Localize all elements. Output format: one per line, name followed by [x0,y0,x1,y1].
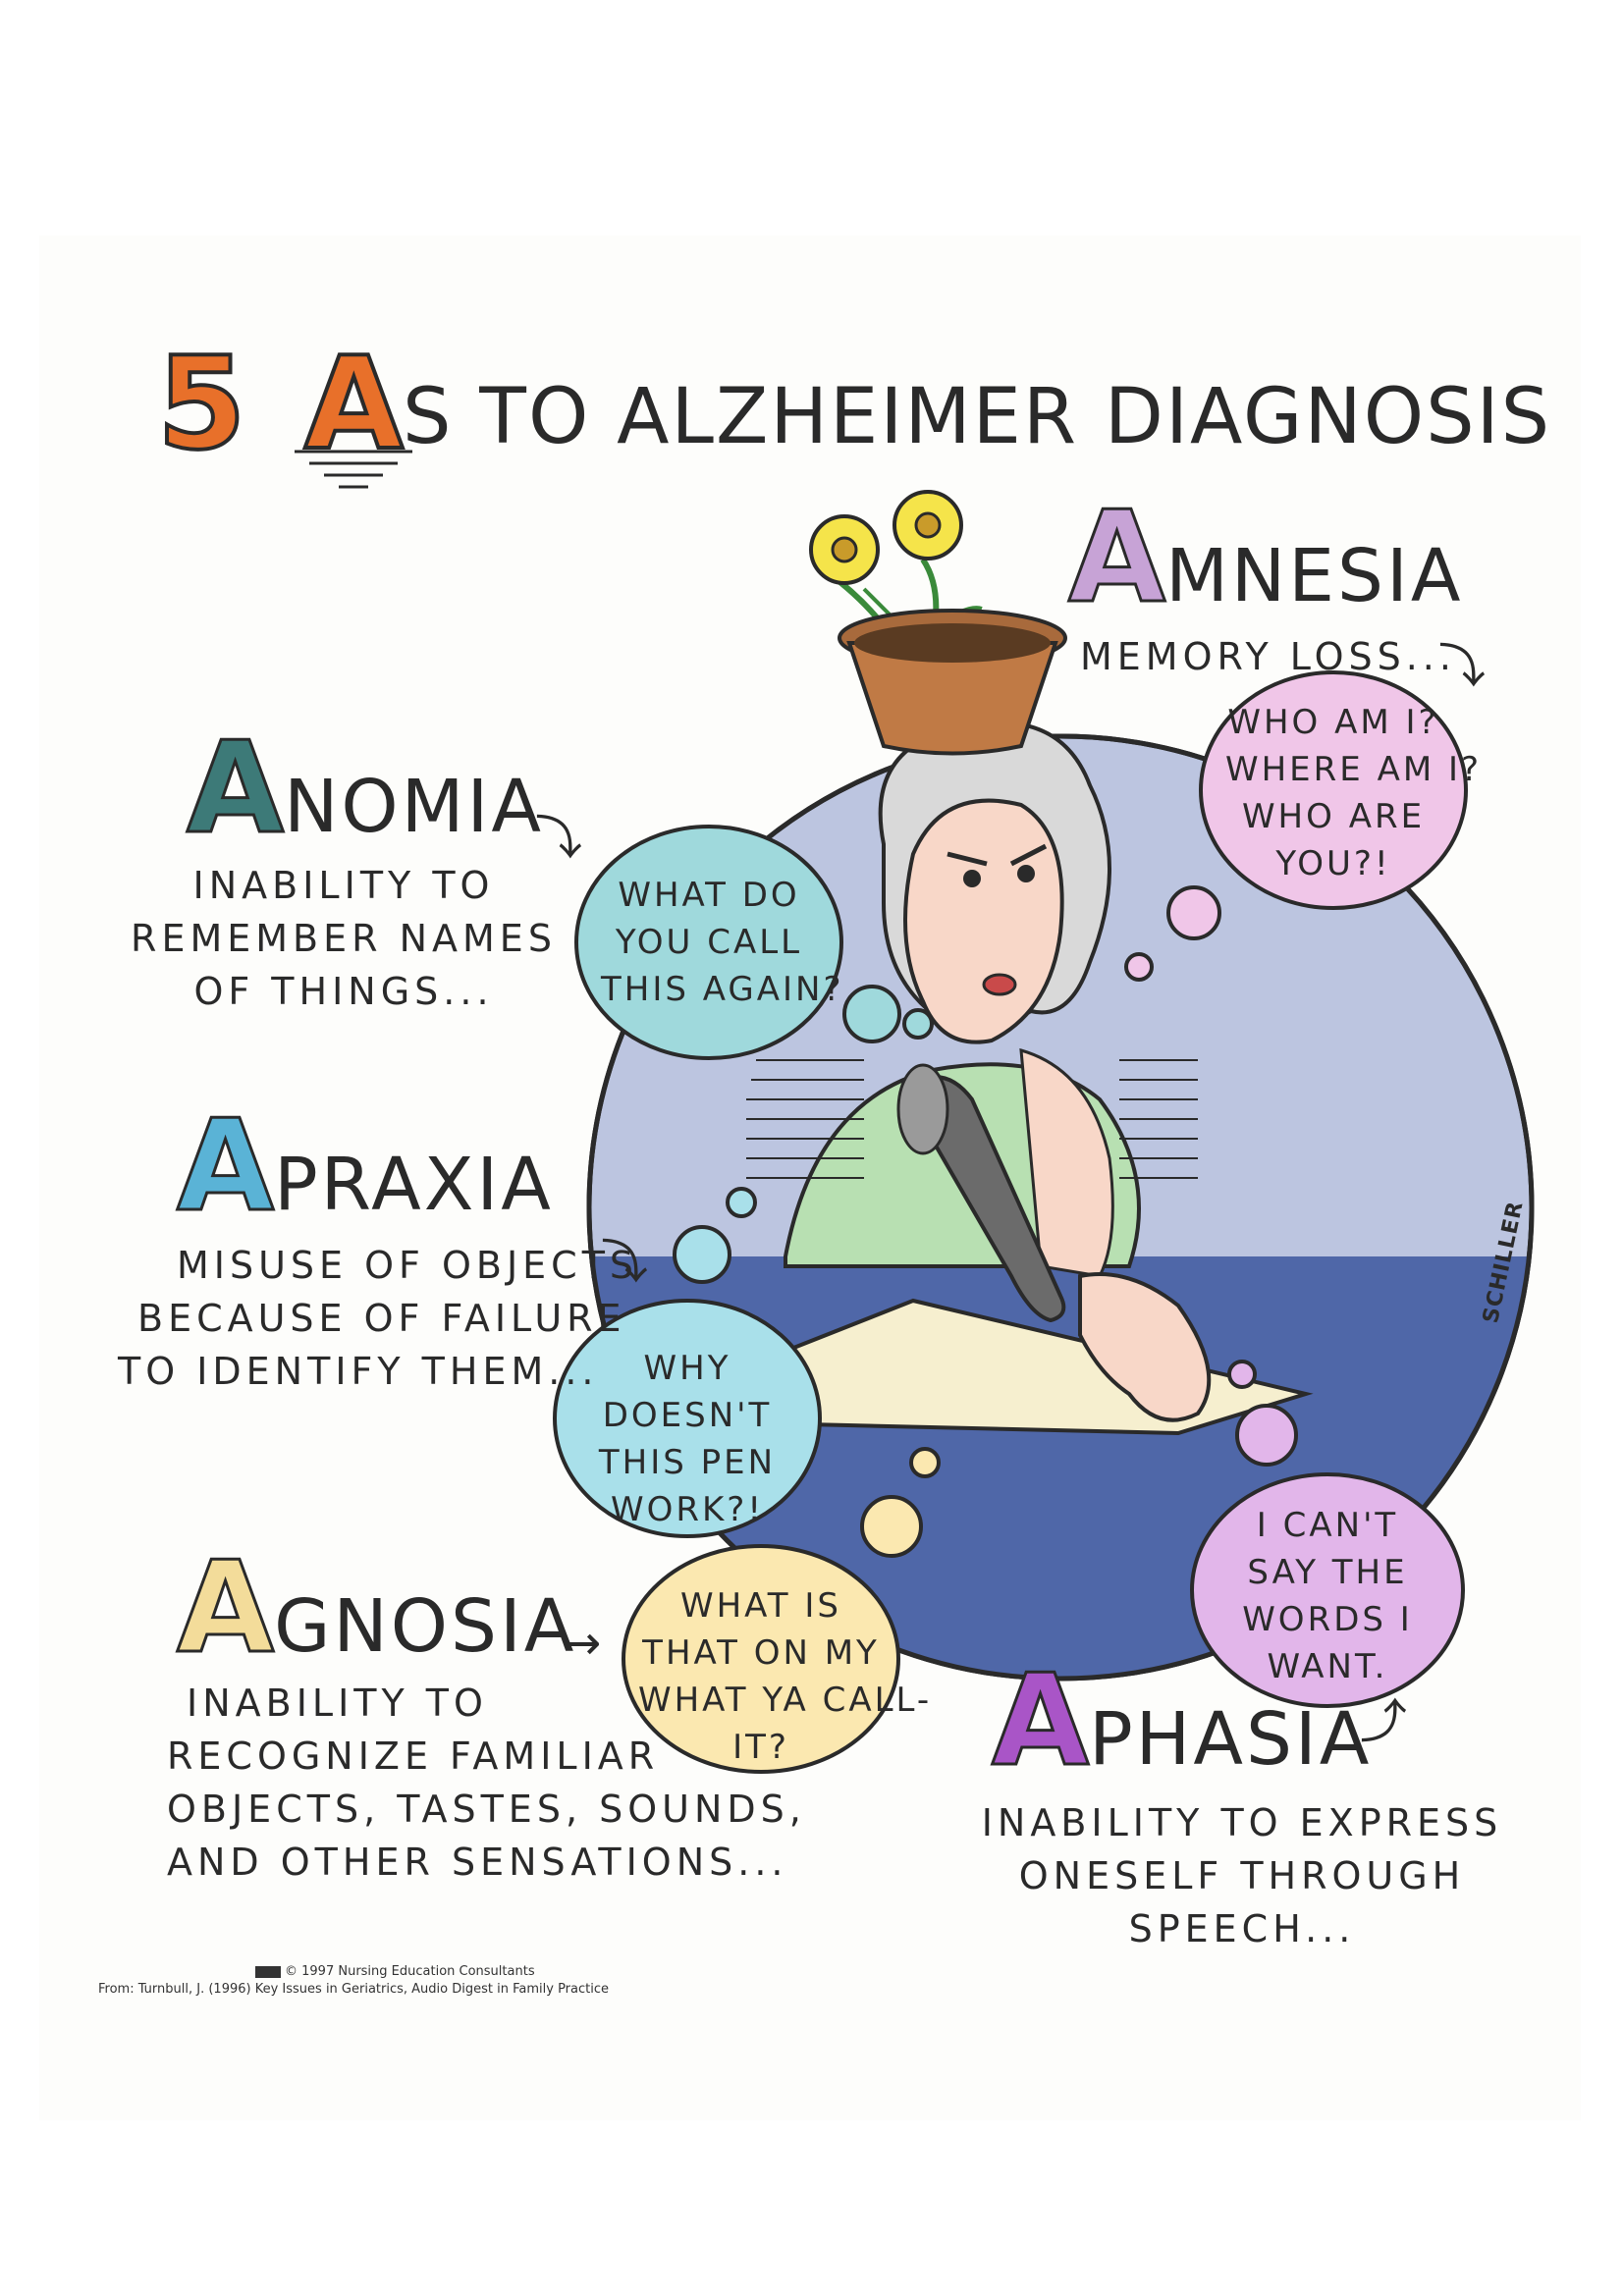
apraxia-cap: A [175,1094,275,1240]
anomia-cap: A [185,716,285,862]
bubble-line: THAT ON MY [642,1633,880,1673]
bubble-line: WHAT IS [680,1586,841,1626]
anomia-bubble-text: WHAT DO YOU CALL THIS AGAIN? [601,872,844,1013]
apraxia-description-line: TO IDENTIFY THEM... [118,1350,599,1393]
anomia-arrow-icon: ⤵ [535,811,583,866]
bubble-line: SAY THE [1247,1553,1408,1592]
aphasia-description: INABILITY TO EXPRESS ONESELF THROUGH SPE… [967,1796,1517,1955]
bubble-line: WANT. [1267,1647,1388,1686]
title-underline [295,450,412,489]
aphasia-description-line: SPEECH... [1128,1907,1356,1950]
bubble-line: WHO ARE [1241,797,1426,836]
agnosia-description-line: RECOGNIZE FAMILIAR [167,1735,660,1778]
anomia-description: INABILITY TO REMEMBER NAMES OF THINGS... [128,859,560,1018]
aphasia-description-line: INABILITY TO EXPRESS [981,1801,1503,1844]
amnesia-bubble [1199,670,1468,910]
bubble-line: DOESN'T [602,1396,773,1435]
title-big-letter: A [302,327,406,480]
anomia-description-line: REMEMBER NAMES [131,917,557,960]
aphasia-arrow-icon: ⤴ [1360,1694,1408,1749]
amnesia-description: MEMORY LOSS... [1080,630,1456,683]
agnosia-arrow-icon: → [562,1616,602,1671]
flower-pot [809,490,1067,756]
agnosia-bubble-text: WHAT IS THAT ON MY WHAT YA CALL- IT? [638,1582,933,1771]
bubble-line: IT? [732,1728,789,1767]
apraxia-description: MISUSE OF OBJECTS BECAUSE OF FAILURE TO … [118,1239,638,1398]
agnosia-description-line: OBJECTS, TASTES, SOUNDS, [167,1788,806,1831]
woman-figure [746,721,1212,1422]
agnosia-bubble [622,1544,900,1774]
anomia-description-line: OF THINGS... [193,970,494,1013]
anomia-description-line: INABILITY TO [192,864,495,907]
amnesia-word: MNESIA [1165,534,1464,618]
aphasia-description-line: ONESELF THROUGH [1018,1854,1466,1897]
bubble-line: WORK?! [611,1490,764,1529]
agnosia-description: INABILITY TO RECOGNIZE FAMILIAR OBJECTS,… [167,1677,806,1889]
credit-footer: © 1997 Nursing Education Consultants Fro… [98,1963,609,1999]
aphasia-bubble [1190,1472,1465,1708]
aphasia-word: PHASIA [1089,1697,1373,1782]
anomia-heading: ANOMIA [185,724,544,853]
bubble-line: WORDS I [1242,1600,1413,1639]
agnosia-description-line: AND OTHER SENSATIONS... [167,1841,788,1884]
aphasia-cap: A [990,1648,1090,1794]
agnosia-heading: AGNOSIA [175,1544,577,1673]
apraxia-arrow-icon: ⤵ [601,1235,649,1290]
agnosia-description-line: INABILITY TO [187,1682,488,1725]
amnesia-heading: AMNESIA [1066,494,1464,622]
bubble-line: I CAN'T [1256,1506,1399,1545]
apraxia-description-line: BECAUSE OF FAILURE [137,1297,626,1340]
bubble-line: WHAT YA CALL- [638,1681,933,1720]
bubble-line: WHAT DO [618,876,800,915]
credit-line: © 1997 Nursing Education Consultants [285,1964,535,1979]
bubble-line: THIS PEN [598,1443,777,1482]
bubble-line: YOU CALL [615,923,803,962]
title-number: 5 [155,327,247,480]
anomia-word: NOMIA [284,765,544,849]
publisher-logo-icon [255,1965,281,1978]
bubble-line: THIS AGAIN? [601,970,844,1009]
amnesia-bubble-text: WHO AM I? WHERE AM I? WHO ARE YOU?! [1225,699,1483,887]
credit-source: From: Turnbull, J. (1996) Key Issues in … [98,1982,609,1997]
apraxia-bubble-text: WHY DOESN'T THIS PEN WORK?! [569,1345,805,1533]
apraxia-heading: APRAXIA [175,1102,554,1231]
apraxia-bubble [553,1299,822,1538]
amnesia-cap: A [1066,485,1166,631]
amnesia-description-line: MEMORY LOSS... [1080,635,1456,678]
bubble-line: WHO AM I? [1227,703,1439,742]
aphasia-bubble-text: I CAN'T SAY THE WORDS I WANT. [1215,1502,1440,1690]
amnesia-arrow-icon: ⤵ [1438,639,1487,694]
aphasia-heading: APHASIA [990,1657,1373,1786]
agnosia-cap: A [175,1535,275,1682]
title-text: S TO ALZHEIMER DIAGNOSIS [403,373,1552,461]
bubble-line: WHY [643,1349,731,1388]
bubble-line: YOU?! [1275,844,1391,883]
agnosia-word: GNOSIA [274,1584,577,1669]
bubble-line: WHERE AM I? [1225,750,1483,789]
apraxia-word: PRAXIA [274,1143,554,1227]
anomia-bubble [574,825,843,1060]
apraxia-description-line: MISUSE OF OBJECTS [177,1244,639,1287]
